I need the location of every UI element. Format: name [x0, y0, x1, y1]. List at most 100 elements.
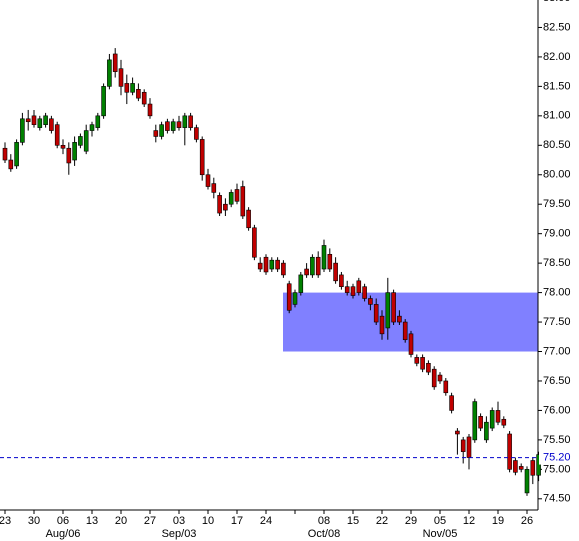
candle-body	[246, 209, 251, 229]
price-label: 75.20	[543, 451, 571, 463]
candle-body	[205, 174, 211, 187]
x-tick-label: 05	[434, 515, 446, 527]
candle-body	[315, 256, 321, 276]
candle-body	[356, 280, 362, 293]
y-tick-label: 78.00	[543, 286, 571, 298]
candle-body	[263, 256, 269, 273]
candle-body	[118, 68, 124, 87]
candle-body	[147, 103, 153, 117]
candle-body	[112, 53, 118, 72]
y-tick-label: 77.50	[543, 316, 571, 328]
candle-body	[159, 124, 164, 137]
candle-body	[252, 227, 257, 258]
candle-body	[194, 127, 199, 140]
candle-body	[426, 362, 431, 373]
x-tick-label: 03	[173, 515, 185, 527]
y-tick-label: 79.50	[543, 198, 571, 210]
candle-body	[269, 259, 275, 270]
candle-body	[495, 410, 501, 423]
candle-body	[89, 124, 95, 131]
x-month-label: Oct/08	[308, 528, 340, 540]
y-tick-label: 82.00	[543, 51, 571, 63]
y-tick-label: 80.00	[543, 169, 571, 181]
y-tick-label: 74.50	[543, 493, 571, 505]
candle-body	[199, 139, 205, 176]
candle-body	[339, 274, 344, 287]
candle-body	[310, 256, 315, 276]
candle-body	[182, 115, 188, 128]
candle-body	[362, 286, 367, 299]
x-month-label: Aug/06	[46, 528, 81, 540]
candle-body	[8, 159, 14, 170]
candle-body	[327, 253, 333, 270]
candle-body	[228, 192, 234, 205]
x-tick-label: 22	[376, 515, 388, 527]
candle-body	[257, 262, 263, 270]
candle-body	[153, 130, 159, 137]
candle-body	[373, 304, 379, 323]
x-tick-label: 06	[57, 515, 69, 527]
x-tick-label: 12	[463, 515, 475, 527]
candle-body	[66, 147, 72, 164]
candle-body	[2, 147, 8, 161]
candle-body	[211, 183, 217, 193]
candle-body	[344, 286, 350, 293]
y-tick-label: 77.00	[543, 345, 571, 357]
x-tick-label: 13	[86, 515, 98, 527]
candle-body	[368, 298, 373, 305]
candle-body	[478, 416, 483, 429]
candle-body	[385, 292, 391, 329]
candle-body	[72, 142, 77, 161]
candle-body	[54, 124, 60, 146]
candle-body	[501, 418, 507, 426]
candle-body	[443, 380, 449, 394]
x-tick-label: 19	[492, 515, 504, 527]
candle-body	[460, 439, 466, 452]
x-tick-label: 20	[115, 515, 127, 527]
candle-body	[124, 83, 130, 93]
candle-body	[530, 460, 536, 476]
candle-body	[37, 118, 43, 128]
y-tick-label: 79.00	[543, 228, 571, 240]
candle-body	[507, 433, 512, 470]
candle-body	[350, 286, 356, 296]
candle-body	[455, 430, 460, 435]
candle-body	[78, 136, 83, 146]
candle-body	[188, 115, 193, 128]
price-label-bg	[539, 450, 579, 465]
x-tick-label: 30	[28, 515, 40, 527]
y-tick-label: 81.50	[543, 80, 571, 92]
x-month-label: Sep/03	[162, 528, 197, 540]
candle-body	[298, 274, 304, 293]
x-tick-label: 23	[0, 515, 11, 527]
x-tick-label: 15	[347, 515, 359, 527]
candle-body	[20, 118, 25, 143]
candle-body	[14, 142, 19, 167]
y-tick-label: 76.50	[543, 375, 571, 387]
candle-body	[234, 189, 240, 202]
candle-body	[49, 118, 54, 131]
candle-body	[420, 357, 425, 370]
candle-body	[391, 292, 396, 323]
candle-body	[513, 460, 518, 473]
candle-body	[431, 368, 437, 388]
candle-body	[275, 259, 280, 270]
candle-body	[449, 395, 454, 411]
x-tick-label: 10	[202, 515, 214, 527]
x-tick-label: 08	[318, 515, 330, 527]
candle-body	[281, 262, 286, 276]
y-tick-label: 81.00	[543, 110, 571, 122]
candle-body	[524, 469, 530, 494]
candle-body	[217, 195, 222, 214]
x-month-label: Nov/05	[423, 528, 458, 540]
candle-body	[165, 121, 170, 131]
candle-body	[408, 333, 414, 355]
y-tick-label: 80.50	[543, 139, 571, 151]
candle-body	[286, 283, 292, 311]
candle-body	[518, 466, 524, 470]
y-tick-label: 83.00	[543, 0, 571, 4]
candle-body	[83, 130, 89, 152]
x-tick-label: 24	[260, 515, 272, 527]
x-tick-label: 27	[144, 515, 156, 527]
